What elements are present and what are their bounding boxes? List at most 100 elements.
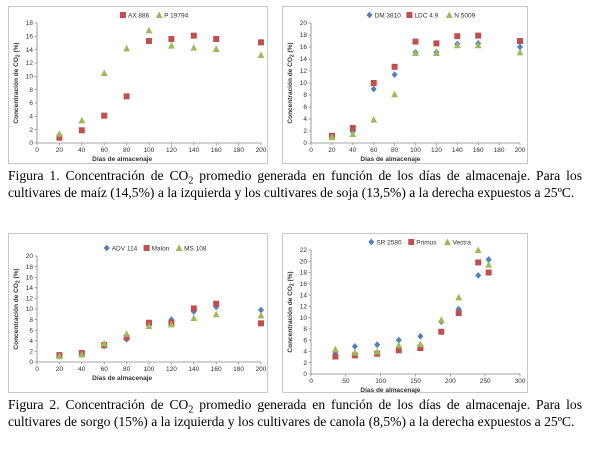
data-point: [438, 328, 445, 335]
legend-label: SR 2580: [376, 239, 402, 246]
data-point: [474, 246, 482, 253]
data-point: [190, 44, 198, 51]
y-tick-label: 18: [300, 32, 308, 39]
legend-square-marker: [143, 245, 150, 251]
data-point: [332, 353, 339, 360]
data-point: [190, 314, 198, 322]
x-tick-label: 160: [211, 366, 222, 373]
y-tick-label: 8: [303, 92, 307, 99]
x-tick-label: 180: [233, 366, 244, 373]
x-tick-label: 200: [515, 147, 526, 154]
legend-triangle-marker: [444, 238, 451, 245]
data-point: [349, 125, 356, 131]
data-point: [212, 45, 220, 52]
legend-triangle-marker: [445, 11, 453, 18]
chart-soja: 0 2 4 6 8 10 12 14 16 18 20 0 20 40 60 80 100 120 140 160 18…: [282, 6, 528, 164]
y-tick-label: 16: [300, 44, 308, 51]
y-tick-label: 2: [303, 128, 307, 135]
y-tick-label: 14: [300, 292, 308, 299]
data-point: [168, 42, 175, 49]
y-tick-label: 0: [29, 359, 33, 366]
y-axis-label: Concentración de CO2 (%): [287, 42, 296, 123]
data-point: [455, 293, 463, 301]
x-tick-label: 20: [56, 147, 64, 154]
chart-canola: 0 2 4 6 8 10 12 14 16 18 20 22 0 50 100 150 200 250 300 Día…: [282, 233, 528, 394]
figure-2-caption-prefix: Figura 2. Concentración de CO: [8, 397, 189, 412]
x-tick-label: 100: [375, 378, 386, 385]
legend-diamond-marker: [103, 244, 110, 252]
x-tick-label: 0: [309, 147, 313, 154]
data-point: [433, 40, 440, 47]
figure-1-caption-prefix: Figura 1. Concentración de CO: [8, 168, 189, 183]
x-axis-label: Días de almacenaje: [92, 156, 152, 163]
data-point: [123, 44, 130, 52]
legend-square-marker: [406, 12, 413, 18]
y-tick-label: 6: [29, 100, 33, 107]
y-tick-label: 10: [300, 315, 308, 322]
x-tick-label: 40: [349, 147, 357, 154]
x-tick-label: 80: [123, 366, 131, 373]
x-tick-label: 100: [144, 147, 155, 154]
x-tick-label: 60: [370, 147, 378, 154]
y-tick-label: 18: [300, 270, 308, 277]
data-point: [123, 93, 130, 100]
data-point: [391, 71, 398, 78]
data-point: [212, 310, 220, 318]
y-tick-label: 10: [26, 74, 34, 81]
x-axis-label: Días de almacenaje: [360, 387, 420, 394]
y-tick-label: 8: [303, 326, 307, 333]
data-point: [475, 271, 482, 279]
x-tick-label: 60: [101, 366, 109, 373]
legend-label: Malon: [152, 245, 170, 252]
data-point: [123, 330, 130, 337]
legend-square-marker: [408, 239, 415, 245]
data-point: [145, 26, 153, 34]
legend-label: MS 108: [184, 245, 207, 252]
legend-label: ADV 114: [112, 245, 138, 252]
data-point: [412, 49, 419, 56]
data-point: [257, 311, 265, 319]
y-tick-label: 18: [26, 20, 34, 27]
data-point: [213, 300, 220, 307]
data-point: [417, 332, 424, 340]
figure-1-caption: Figura 1. Concentración de CO2 promedio …: [8, 167, 582, 201]
x-tick-label: 200: [445, 378, 456, 385]
data-point: [168, 36, 175, 42]
data-point: [453, 41, 461, 49]
y-tick-label: 0: [303, 140, 307, 147]
data-point: [190, 32, 197, 39]
data-point: [100, 69, 108, 76]
data-point: [213, 36, 220, 42]
y-tick-label: 4: [303, 116, 307, 123]
data-point: [475, 259, 482, 266]
data-point: [485, 256, 492, 263]
data-point: [395, 347, 402, 354]
figure-2-caption: Figura 2. Concentración de CO2 promedio …: [8, 396, 582, 430]
data-point: [517, 38, 523, 44]
data-point: [395, 341, 403, 349]
data-point: [391, 63, 398, 70]
data-point: [437, 316, 445, 323]
figure-2-caption-rest: promedio generada en función de los días…: [8, 397, 583, 429]
data-point: [146, 38, 152, 44]
data-point: [331, 345, 339, 353]
data-point: [412, 38, 419, 45]
data-point: [351, 342, 358, 350]
data-point: [258, 39, 264, 46]
y-tick-label: 22: [300, 247, 308, 254]
y-tick-label: 12: [300, 68, 308, 75]
data-point: [123, 334, 130, 341]
data-point: [78, 127, 85, 134]
y-tick-label: 4: [29, 338, 33, 345]
data-point: [257, 51, 265, 58]
legend-label: AX 886: [128, 12, 150, 19]
x-tick-label: 40: [78, 366, 86, 373]
data-point: [100, 339, 108, 347]
x-tick-label: 80: [123, 147, 131, 154]
y-axis-label: Concentración de CO2 (%): [13, 42, 22, 123]
figure-2-caption-sub: 2: [188, 404, 194, 416]
y-tick-label: 0: [303, 371, 307, 378]
